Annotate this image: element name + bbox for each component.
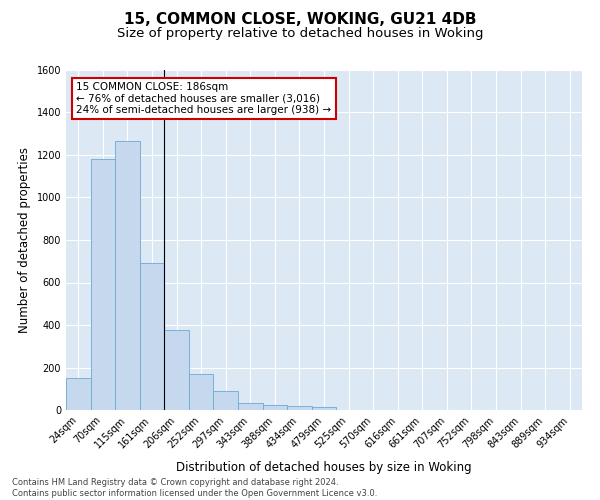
Text: 15 COMMON CLOSE: 186sqm
← 76% of detached houses are smaller (3,016)
24% of semi: 15 COMMON CLOSE: 186sqm ← 76% of detache…	[76, 82, 331, 115]
Bar	[214, 391, 238, 410]
Bar	[263, 404, 287, 410]
Bar	[164, 330, 189, 410]
Bar	[238, 402, 263, 410]
Bar	[140, 264, 164, 410]
Text: 15, COMMON CLOSE, WOKING, GU21 4DB: 15, COMMON CLOSE, WOKING, GU21 4DB	[124, 12, 476, 28]
Y-axis label: Number of detached properties: Number of detached properties	[18, 147, 31, 333]
Bar	[189, 374, 214, 410]
Bar	[66, 378, 91, 410]
Bar	[115, 141, 140, 410]
Text: Size of property relative to detached houses in Woking: Size of property relative to detached ho…	[117, 28, 483, 40]
Bar	[287, 406, 312, 410]
Bar	[91, 159, 115, 410]
Text: Contains HM Land Registry data © Crown copyright and database right 2024.
Contai: Contains HM Land Registry data © Crown c…	[12, 478, 377, 498]
X-axis label: Distribution of detached houses by size in Woking: Distribution of detached houses by size …	[176, 461, 472, 474]
Bar	[312, 407, 336, 410]
